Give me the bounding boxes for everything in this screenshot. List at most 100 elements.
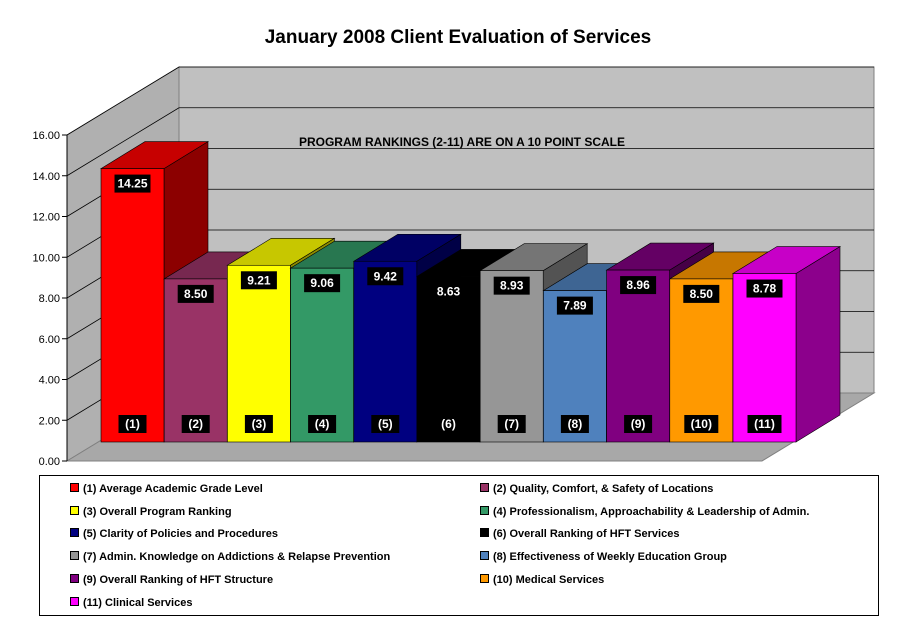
value-label: 9.06 [310,276,334,290]
tag-label-bg [308,415,337,433]
tag-label-bg [118,415,147,433]
value-label-bg [620,276,657,295]
legend-item: (1) Average Academic Grade Level [70,482,263,496]
gridline [66,107,874,177]
tag-label-bg [434,415,463,433]
y-tick-label: 10.00 [32,252,60,264]
tag-label: (8) [568,417,583,431]
legend-swatch [70,505,79,515]
bar-side [795,245,841,443]
legend-swatch [480,483,489,492]
tag-label-bg [624,415,653,433]
tag-label-bg [684,415,719,433]
legend: (1) Average Academic Grade Level (2) Qual… [39,475,879,616]
legend-swatch [480,505,489,515]
bar-front [353,260,418,443]
legend-label: (2) Quality, Comfort, & Safety of Locati… [493,483,714,495]
value-label: 9.21 [247,273,271,287]
legend-label: (8) Effectiveness of Weekly Education Gr… [493,551,727,564]
bar-11: 8.78 (11) [731,245,842,443]
legend-item: (6) Overall Ranking of HFT Services [480,527,679,541]
value-label-bg [746,279,783,298]
y-tick-label: 2.00 [39,415,60,427]
value-label: 8.93 [500,279,524,293]
y-tick-label: 6.00 [39,334,60,346]
tag-label: (3) [252,417,267,431]
legend-swatch [70,596,79,606]
value-label-bg [114,174,151,193]
tag-label: (10) [691,417,712,431]
bar-front [100,168,165,443]
y-tick-label: 14.00 [32,171,60,183]
value-label: 8.50 [184,287,208,301]
tag-label-bg [747,415,782,433]
legend-label: (4) Professionalism, Approachability & L… [493,505,810,518]
value-label-bg [556,296,593,315]
legend-swatch [480,573,489,583]
value-label-bg [304,274,341,293]
tag-label-bg [497,415,526,433]
y-tick-label: 16.00 [32,130,60,142]
legend-item: (3) Overall Program Ranking [70,505,232,519]
legend-item: (7) Admin. Knowledge on Addictions & Rel… [70,550,390,564]
legend-swatch [70,483,79,492]
bar-front [732,273,797,443]
chart-title: January 2008 Client Evaluation of Servic… [265,27,652,48]
value-label-bg [430,282,467,301]
value-label: 9.42 [374,269,398,283]
y-tick-label: 4.00 [39,375,60,387]
legend-swatch [70,551,79,561]
legend-swatch [480,551,489,561]
tag-label-bg [181,415,210,433]
y-tick-label: 12.00 [32,212,60,224]
tag-label: (9) [631,417,646,431]
tag-label-bg [560,415,589,433]
tag-label: (11) [754,417,775,431]
bar-front [479,270,544,443]
legend-item: (9) Overall Ranking of HFT Structure [70,573,273,587]
legend-label: (6) Overall Ranking of HFT Services [493,528,680,541]
legend-swatch [70,528,79,538]
legend-label: (5) Clarity of Policies and Procedures [83,528,279,541]
value-label: 8.63 [437,284,461,298]
legend-item: (2) Quality, Comfort, & Safety of Locati… [480,482,713,496]
value-label: 8.50 [690,287,714,301]
value-label-bg [177,284,214,303]
tag-label: (4) [315,417,330,431]
bar-front [290,267,354,443]
legend-label: (9) Overall Ranking of HFT Structure [83,573,274,586]
legend-label: (3) Overall Program Ranking [83,505,232,518]
y-tick-label: 8.00 [39,293,60,305]
tag-label-bg [371,415,400,433]
bar-front [227,264,291,443]
chart-annotation: PROGRAM RANKINGS (2-11) ARE ON A 10 POIN… [299,135,625,149]
legend-item: (11) Clinical Services [70,596,192,610]
legend-label: (7) Admin. Knowledge on Addictions & Rel… [83,551,391,564]
value-label: 14.25 [117,177,147,191]
value-label-bg [683,284,720,303]
legend-item: (5) Clarity of Policies and Procedures [70,527,278,541]
bars: 14.25 (1) 8.50 (2) 9.21 (3) 9.06 (4) 9.42 (5) 8.63… [99,141,842,443]
legend-label: (1) Average Academic Grade Level [83,483,263,495]
tag-label: (5) [378,417,393,431]
bar-front [416,276,481,443]
tag-label: (2) [188,417,203,431]
tag-label-bg [244,415,273,433]
legend-swatch [480,528,489,538]
y-tick-label: 0.00 [39,456,60,468]
tag-label: (1) [125,417,140,431]
value-label-bg [367,267,404,286]
legend-swatch [70,573,79,583]
value-label: 8.78 [753,282,777,296]
bar-front [669,278,734,443]
tag-label: (7) [504,417,519,431]
legend-item: (4) Professionalism, Approachability & L… [480,505,809,519]
tag-label: (6) [441,417,456,431]
legend-item: (8) Effectiveness of Weekly Education Gr… [480,550,727,564]
legend-label: (10) Medical Services [493,573,605,586]
legend-label: (11) Clinical Services [83,596,193,609]
value-label: 7.89 [563,299,587,313]
y-axis: 0.00 2.00 4.00 6.00 8.00 10.00 12.00 14.00 16.00 [32,130,68,468]
legend-item: (10) Medical Services [480,573,604,587]
